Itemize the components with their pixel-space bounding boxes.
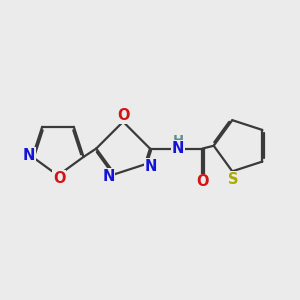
- Text: O: O: [53, 171, 66, 186]
- Text: N: N: [172, 141, 184, 156]
- Text: H: H: [173, 134, 184, 147]
- Text: S: S: [229, 172, 239, 187]
- Text: N: N: [102, 169, 115, 184]
- Text: N: N: [145, 159, 157, 174]
- Text: O: O: [117, 108, 129, 123]
- Text: N: N: [23, 148, 35, 163]
- Text: O: O: [196, 175, 208, 190]
